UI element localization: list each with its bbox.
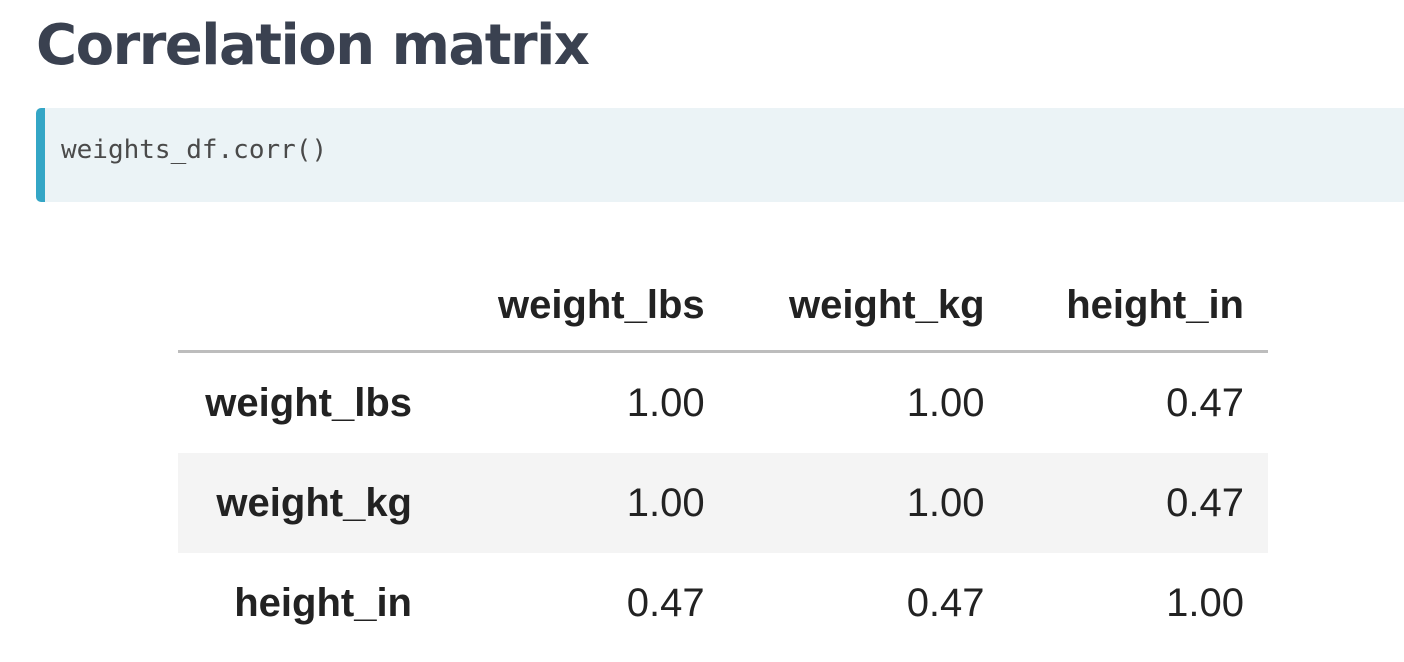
code-source: weights_df.corr() xyxy=(61,135,328,165)
column-header: weight_lbs xyxy=(436,260,729,353)
row-header: weight_lbs xyxy=(205,380,412,425)
table-cell: 0.47 xyxy=(1166,480,1244,525)
table-header-row: weight_lbs weight_kg height_in xyxy=(178,260,1268,353)
corner-header-cell xyxy=(178,260,436,353)
code-cell[interactable]: weights_df.corr() xyxy=(36,108,1404,202)
column-header: height_in xyxy=(1008,260,1268,353)
table-cell: 1.00 xyxy=(626,380,705,425)
correlation-table: weight_lbs weight_kg height_in weight_lb… xyxy=(178,260,1268,653)
row-header: weight_kg xyxy=(216,480,412,525)
table-cell: 0.47 xyxy=(906,580,985,625)
table-cell: 0.47 xyxy=(1166,380,1244,425)
table-cell: 1.00 xyxy=(1166,580,1244,625)
row-header: height_in xyxy=(234,580,412,625)
table-cell: 1.00 xyxy=(626,480,705,525)
page-title: Correlation matrix xyxy=(36,13,590,78)
table-row: height_in 0.47 0.47 1.00 xyxy=(178,553,1268,653)
table-cell: 1.00 xyxy=(906,480,985,525)
column-header: weight_kg xyxy=(728,260,1009,353)
table-row: weight_kg 1.00 1.00 0.47 xyxy=(178,453,1268,553)
table-cell: 0.47 xyxy=(626,580,705,625)
table-row: weight_lbs 1.00 1.00 0.47 xyxy=(178,352,1268,454)
table-cell: 1.00 xyxy=(906,380,985,425)
